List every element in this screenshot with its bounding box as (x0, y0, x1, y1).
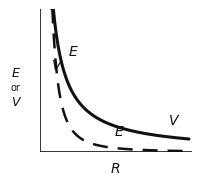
Text: or: or (10, 83, 20, 93)
Text: E: E (114, 125, 123, 139)
Text: E: E (69, 45, 77, 59)
Text: R: R (111, 162, 121, 176)
Text: V: V (11, 96, 19, 108)
Text: E: E (11, 67, 19, 80)
Text: V: V (169, 114, 179, 128)
Text: V: V (52, 59, 61, 73)
